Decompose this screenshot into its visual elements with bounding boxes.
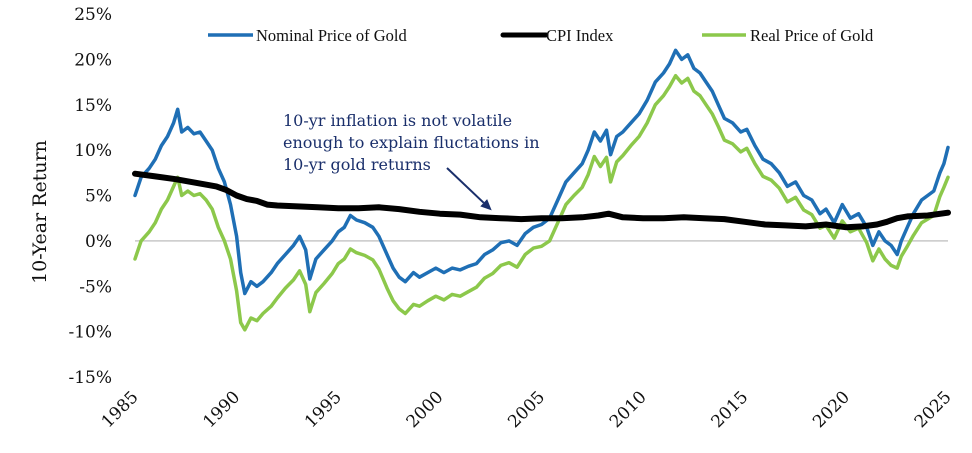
y-tick-label: 20%	[74, 50, 112, 70]
x-tick-label: 2000	[403, 387, 448, 432]
y-tick-label: 25%	[74, 5, 112, 25]
legend-label-cpi: CPI Index	[546, 26, 614, 45]
series-layer	[132, 48, 951, 332]
x-tick-label: 2025	[911, 387, 956, 432]
legend-label-real: Real Price of Gold	[750, 26, 874, 45]
x-tick-label: 2010	[606, 387, 651, 432]
annotation-line-2: enough to explain fluctations in	[283, 133, 540, 152]
y-tick-label: 10%	[74, 141, 112, 161]
series-line-nominal-price-of-gold	[133, 48, 950, 296]
y-tick-label: 15%	[74, 96, 112, 116]
y-tick-label: 0%	[85, 232, 112, 252]
x-tick-label: 1995	[301, 387, 346, 432]
y-axis-ticks: -15% -10% -5% 0% 5% 10% 15% 20% 25%	[68, 5, 112, 388]
legend-label-nominal: Nominal Price of Gold	[256, 26, 408, 45]
annotation: 10-yr inflation is not volatile enough t…	[283, 111, 540, 211]
x-axis-ticks: 1985 1990 1995 2000 2005 2010 2015 2020 2025	[98, 387, 956, 432]
y-tick-label: -5%	[79, 277, 112, 297]
x-tick-label: 2005	[504, 387, 549, 432]
y-tick-label: -15%	[68, 368, 112, 388]
annotation-line-3: 10-yr gold returns	[283, 155, 431, 174]
series-line-cpi-index	[132, 170, 951, 231]
y-axis-title: 10-Year Return	[29, 140, 51, 284]
annotation-arrowhead	[480, 199, 492, 211]
legend: Nominal Price of Gold CPI Index Real Pri…	[208, 26, 874, 45]
annotation-arrow	[446, 167, 485, 204]
x-tick-label: 1990	[199, 387, 244, 432]
annotation-line-1: 10-yr inflation is not volatile	[283, 111, 512, 130]
x-tick-label: 2015	[708, 387, 753, 432]
x-tick-label: 2020	[809, 387, 854, 432]
y-tick-label: 5%	[85, 187, 112, 207]
x-tick-label: 1985	[98, 387, 143, 432]
y-tick-label: -10%	[68, 323, 112, 343]
